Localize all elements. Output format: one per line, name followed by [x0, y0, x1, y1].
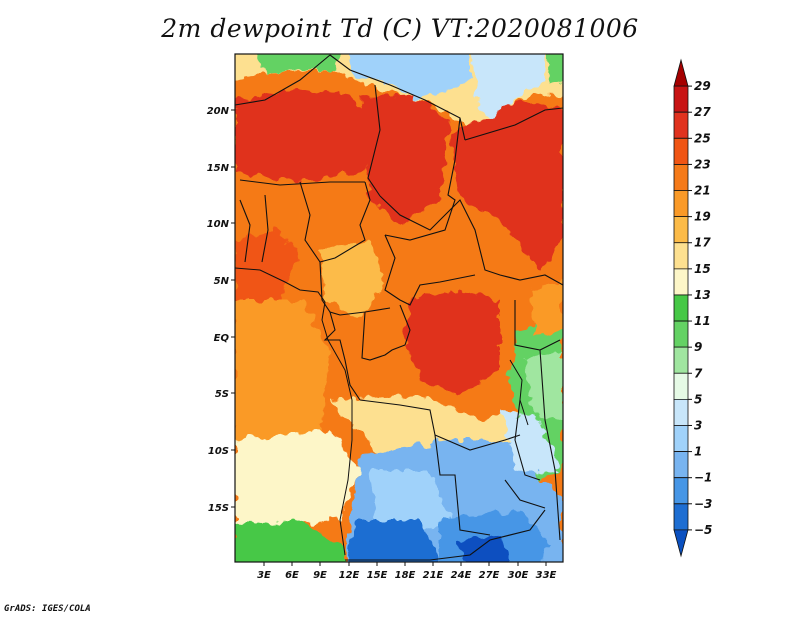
y-tick-label: EQ: [214, 333, 230, 344]
colorbar-label: 17: [694, 236, 711, 250]
y-axis: [231, 109, 235, 508]
colorbar-segment: [673, 451, 689, 479]
colorbar-segment: [673, 164, 689, 191]
colorbar-label: 7: [694, 366, 703, 380]
country-borders: [235, 54, 563, 561]
x-tick-label: 21E: [423, 570, 444, 581]
y-tick-label: 10S: [208, 446, 229, 457]
x-tick-label: 6E: [285, 570, 299, 581]
colorbar-label: 11: [694, 314, 711, 328]
colorbar-label: 23: [694, 157, 711, 171]
colorbar-segment: [673, 85, 689, 113]
colorbar-segment: [673, 216, 689, 244]
y-tick-label: 15S: [208, 503, 229, 514]
colorbar-label: −1: [694, 471, 712, 485]
colorbar-label: 25: [694, 131, 711, 145]
x-tick-label: 33E: [536, 570, 557, 581]
y-tick-label: 10N: [207, 219, 230, 230]
colorbar-label: −3: [694, 497, 712, 511]
colorbar-label: 21: [694, 184, 711, 198]
colorbar: 29 27 25 23 21 19 17 15 13 11 9 7 5 3 1 −1 −3 −5: [673, 58, 712, 558]
colorbar-label: 5: [694, 392, 702, 406]
colorbar-segment: [673, 398, 689, 426]
colorbar-segment: [673, 503, 689, 531]
x-tick-label: 9E: [313, 570, 327, 581]
colorbar-label: 19: [694, 210, 711, 224]
y-tick-labels: 20N 15N 10N 5N EQ 5S 10S 15S: [207, 106, 230, 514]
colorbar-label: 29: [694, 79, 711, 93]
colorbar-label: 13: [694, 288, 711, 302]
coastline: [235, 267, 529, 556]
colorbar-segment: [673, 242, 689, 270]
colorbar-label: −5: [694, 523, 712, 537]
colorbar-segment: [673, 372, 689, 400]
colorbar-segment: [673, 111, 689, 139]
colorbar-segment: [673, 294, 689, 322]
colorbar-segment: [673, 477, 689, 505]
colorbar-label: 27: [694, 105, 711, 119]
x-tick-label: 3E: [257, 570, 271, 581]
colorbar-segment: [673, 425, 689, 452]
x-tick-label: 18E: [395, 570, 416, 581]
colorbar-label: 15: [694, 262, 711, 276]
colorbar-label: 1: [694, 445, 702, 459]
dewpoint-field: [235, 54, 563, 562]
colorbar-segment: [673, 190, 689, 218]
colorbar-segment: [673, 268, 689, 296]
footer-credit: GrADS: IGES/COLA: [4, 604, 91, 614]
colorbar-segment: [673, 320, 689, 348]
x-tick-label: 12E: [339, 570, 360, 581]
colorbar-label: 9: [694, 340, 702, 354]
colorbar-segment: [673, 346, 689, 374]
colorbar-segment: [673, 58, 689, 87]
y-tick-label: 5N: [214, 276, 230, 287]
x-tick-label: 24E: [451, 570, 472, 581]
x-tick-label: 27E: [479, 570, 500, 581]
x-tick-label: 30E: [508, 570, 529, 581]
x-tick-label: 15E: [367, 570, 388, 581]
colorbar-segment: [673, 529, 689, 558]
map-frame: [234, 53, 564, 563]
colorbar-segment: [673, 137, 689, 165]
x-axis: [263, 562, 547, 566]
y-tick-label: 5S: [215, 389, 229, 400]
map-title: 2m dewpoint Td (C) VT:2020081006: [161, 14, 639, 43]
x-tick-labels: 3E 6E 9E 12E 15E 18E 21E 24E 27E 30E 33E: [257, 570, 556, 581]
colorbar-label: 3: [694, 418, 702, 432]
y-tick-label: 20N: [207, 106, 230, 117]
y-tick-label: 15N: [207, 163, 230, 174]
